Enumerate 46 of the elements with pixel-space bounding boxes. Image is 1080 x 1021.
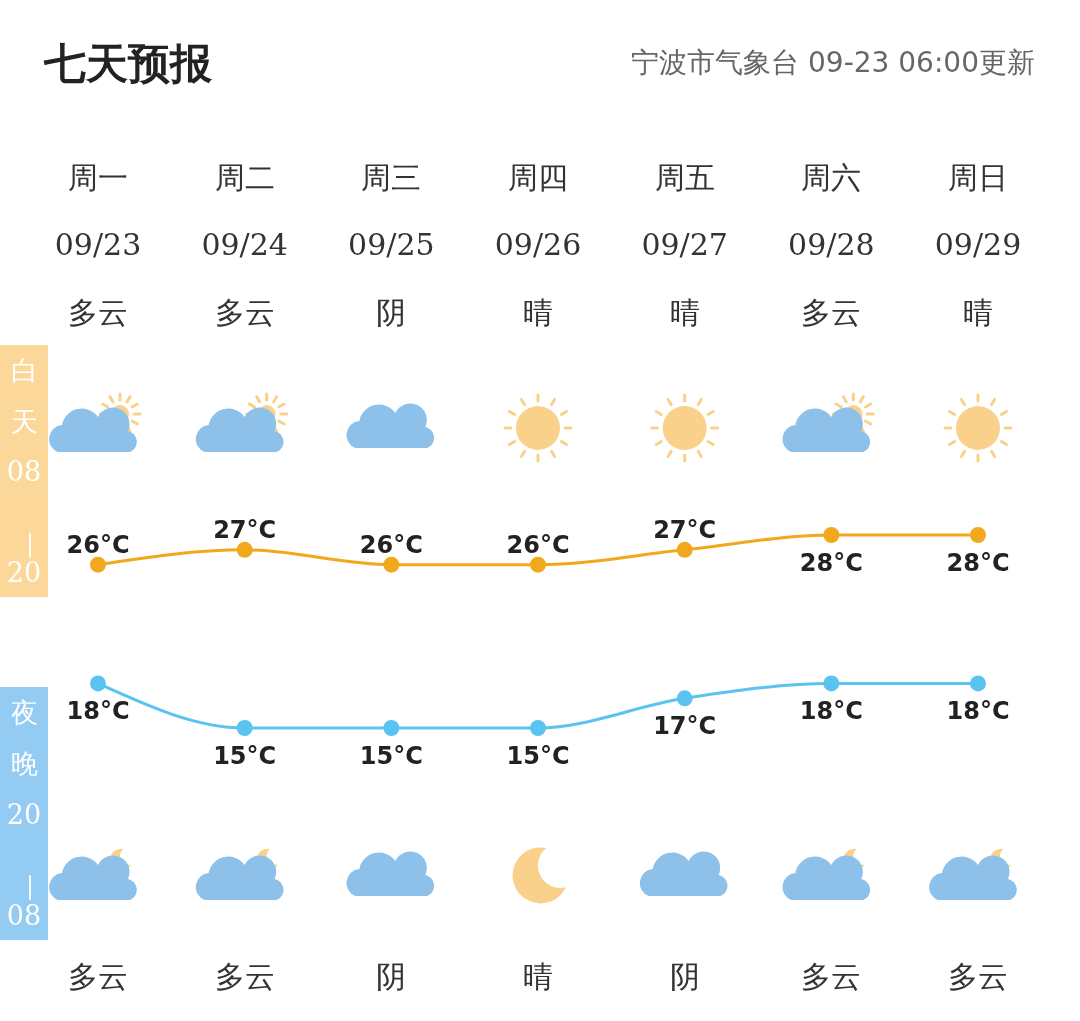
data-label: 28°C	[799, 549, 863, 577]
chart-title: 七天预报	[43, 39, 213, 88]
text: 白天08—20	[6, 355, 48, 588]
text: 多云	[801, 959, 862, 994]
data-label: 18°C	[799, 697, 863, 726]
point	[530, 720, 546, 736]
point	[383, 556, 400, 573]
text: 多云	[948, 959, 1008, 994]
data-label: 15°C	[359, 742, 423, 770]
x-tick-label: 周一 09/23 多云	[54, 160, 142, 330]
text: 晴	[523, 959, 553, 994]
data-label: 26°C	[359, 530, 423, 559]
data-label: 26°C	[506, 530, 570, 559]
point	[823, 527, 840, 543]
point	[676, 541, 693, 558]
point	[676, 690, 693, 707]
x-tick-label: 周二 09/24 多云	[201, 160, 288, 330]
x-tick-label: 周四 09/26 晴	[494, 160, 582, 330]
point	[383, 720, 400, 736]
data-label: 27°C	[653, 515, 717, 544]
data-label: 15°C	[213, 742, 277, 770]
x-tick-label: 周日 09/29 晴	[934, 160, 1022, 330]
text: 多云	[214, 959, 275, 994]
text: 阴	[376, 959, 407, 994]
point	[970, 527, 986, 543]
point	[90, 675, 106, 692]
chart-subtitle: 宁波市气象台 09-23 06:00更新	[631, 46, 1035, 79]
point	[236, 720, 253, 736]
point	[530, 556, 546, 573]
point	[90, 556, 106, 573]
data-label: 18°C	[946, 697, 1010, 726]
data-label: 17°C	[653, 712, 717, 741]
x-tick-label: 周三 09/25 阴	[348, 160, 435, 330]
x-tick-label: 周六 09/28 多云	[788, 160, 875, 330]
data-label: 26°C	[66, 530, 130, 559]
text: 阴	[669, 959, 700, 994]
point	[970, 675, 986, 692]
data-label: 15°C	[506, 742, 570, 770]
text: 夜晚20—08	[6, 697, 48, 931]
data-label: 27°C	[213, 515, 277, 544]
point	[823, 675, 840, 692]
point	[236, 541, 253, 558]
x-tick-label: 周五 09/27 晴	[641, 160, 728, 330]
data-label: 18°C	[66, 697, 130, 726]
data-label: 28°C	[946, 549, 1010, 577]
text: 多云	[68, 959, 128, 994]
